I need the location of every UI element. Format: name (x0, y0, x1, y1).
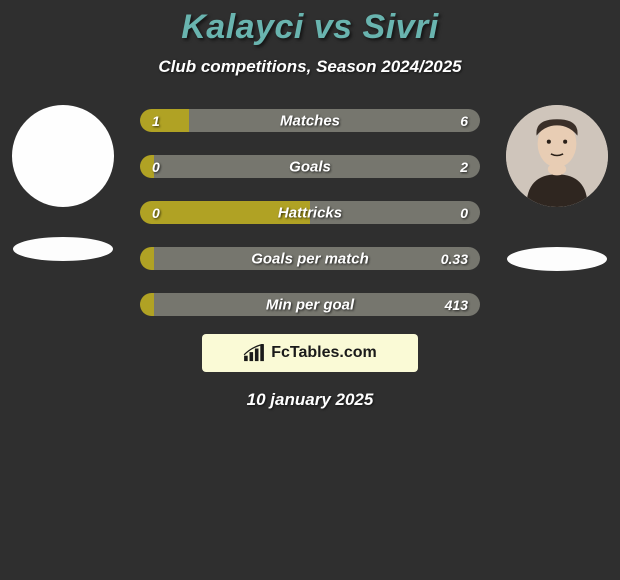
stat-row-goals-per-match: Goals per match 0.33 (140, 247, 480, 270)
stat-right-value: 0 (460, 205, 468, 221)
stats-bars: 1 Matches 6 0 Goals 2 0 Hattricks 0 (118, 109, 502, 316)
bar-left-fill (140, 109, 189, 132)
player-right-avatar (506, 105, 608, 207)
bars-icon (243, 344, 265, 362)
stat-right-value: 0.33 (441, 251, 468, 267)
stat-label: Matches (280, 112, 340, 129)
stat-label: Goals per match (251, 250, 369, 267)
stat-label: Goals (289, 158, 331, 175)
logo-box: FcTables.com (0, 334, 620, 372)
stat-right-value: 2 (460, 159, 468, 175)
stat-right-value: 413 (445, 297, 468, 313)
silhouette-icon (12, 105, 114, 207)
player-photo-icon (506, 105, 608, 207)
bar-left-fill (140, 293, 154, 316)
fctables-logo: FcTables.com (202, 334, 418, 372)
player-right-flag (507, 247, 607, 271)
stat-left-value: 0 (152, 159, 160, 175)
date-line: 10 january 2025 (0, 390, 620, 410)
player-right-column (502, 105, 612, 271)
comparison-row: 1 Matches 6 0 Goals 2 0 Hattricks 0 (0, 105, 620, 316)
player-left-avatar (12, 105, 114, 207)
stat-row-goals: 0 Goals 2 (140, 155, 480, 178)
stat-right-value: 6 (460, 113, 468, 129)
stat-left-value: 0 (152, 205, 160, 221)
stat-row-min-per-goal: Min per goal 413 (140, 293, 480, 316)
stat-left-value: 1 (152, 113, 160, 129)
stat-row-matches: 1 Matches 6 (140, 109, 480, 132)
stat-label: Hattricks (278, 204, 342, 221)
stat-row-hattricks: 0 Hattricks 0 (140, 201, 480, 224)
header: Kalayci vs Sivri Club competitions, Seas… (0, 0, 620, 77)
stat-label: Min per goal (266, 296, 354, 313)
subtitle: Club competitions, Season 2024/2025 (0, 57, 620, 77)
bar-left-fill (140, 247, 154, 270)
player-left-flag (13, 237, 113, 261)
logo-text: FcTables.com (271, 344, 377, 362)
player-left-column (8, 105, 118, 261)
page-title: Kalayci vs Sivri (0, 8, 620, 47)
infographic-container: Kalayci vs Sivri Club competitions, Seas… (0, 0, 620, 580)
